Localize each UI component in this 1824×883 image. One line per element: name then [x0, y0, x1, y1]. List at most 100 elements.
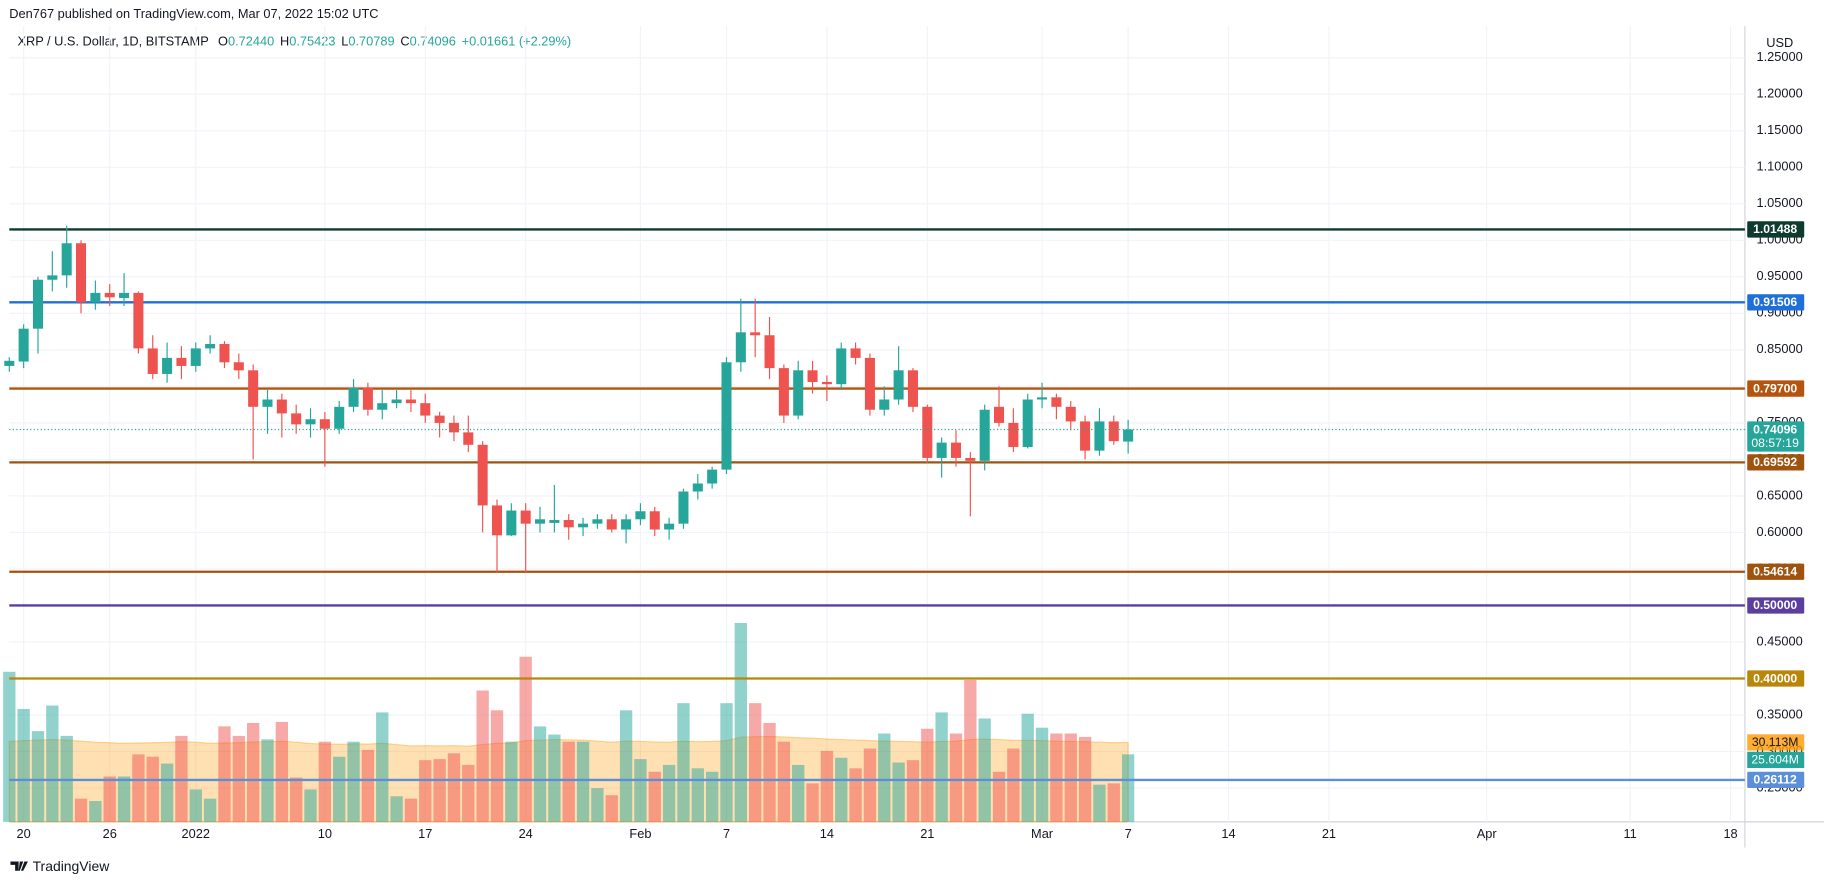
volume-bar — [591, 788, 604, 822]
volume-bar — [806, 783, 819, 822]
candle-body — [377, 403, 388, 410]
volume-bar — [419, 760, 432, 822]
candle-body — [549, 520, 560, 523]
x-tick-label: Mar — [1031, 826, 1054, 841]
volume-bar — [1007, 748, 1020, 822]
volume-bar — [89, 801, 102, 822]
volume-bar — [533, 726, 547, 822]
candle-body — [965, 457, 976, 461]
volume-bar — [1107, 783, 1120, 822]
candle-body — [248, 370, 259, 407]
candle-body — [47, 275, 58, 280]
volume-bar — [290, 777, 303, 822]
legend-value: 0.74096 — [410, 34, 456, 49]
level-label: 0.79700 — [1753, 381, 1797, 395]
legend-key: H — [280, 34, 289, 49]
last-price-label: 0.74096 — [1753, 422, 1797, 436]
volume-label: 25.604M — [1751, 753, 1799, 767]
candle-body — [621, 519, 632, 530]
volume-bar — [1064, 733, 1077, 822]
publisher: Den767 published on TradingView.com, Mar… — [9, 6, 378, 21]
volume-bar — [333, 756, 346, 822]
currency: USD — [1766, 35, 1793, 50]
volume-bar — [648, 771, 661, 822]
candle-body — [477, 444, 488, 506]
volume-bar — [117, 776, 131, 822]
x-tick-label: 26 — [103, 826, 117, 841]
candle-body — [520, 510, 531, 524]
candle-body — [1051, 397, 1062, 407]
legend-value: 0.70789 — [348, 34, 394, 49]
volume-bar — [935, 712, 948, 822]
x-tick-label: Apr — [1477, 826, 1498, 841]
volume-bar — [3, 671, 16, 822]
candle-body — [1094, 421, 1105, 451]
candle-body — [1123, 429, 1134, 442]
candle-body — [750, 332, 761, 336]
level-label: 0.54614 — [1753, 565, 1797, 579]
candle-body — [664, 523, 675, 530]
volume-bar — [160, 763, 174, 822]
last-price-bg — [1747, 421, 1805, 452]
candle-body — [807, 370, 818, 382]
volume-ma-label: 30.113M — [1752, 735, 1799, 749]
candle-body — [119, 292, 130, 299]
volume-bar — [878, 733, 891, 822]
volume-bar — [476, 690, 489, 822]
volume-bar — [361, 749, 375, 822]
candle-body — [535, 519, 546, 524]
volume-bar — [978, 718, 991, 822]
candle-body — [176, 357, 187, 366]
volume-bar — [691, 768, 704, 822]
candle-body — [635, 511, 646, 520]
candle-body — [32, 279, 44, 329]
candle-body — [778, 368, 789, 416]
candle-body — [1065, 406, 1076, 422]
volume-bar — [964, 679, 977, 822]
volume-bar — [949, 733, 963, 822]
candle-body — [162, 357, 173, 374]
level-label: 0.50000 — [1753, 598, 1797, 612]
volume-bar — [634, 759, 647, 822]
volume-bar — [792, 764, 805, 822]
level-label-bg — [1747, 597, 1805, 614]
candle-body — [348, 387, 359, 407]
candle-body — [334, 406, 345, 429]
volume-bar — [404, 798, 418, 822]
level-label-bg — [1747, 670, 1805, 687]
level-label: 0.26112 — [1753, 773, 1797, 787]
symbol-title: XRP / U.S. Dollar, 1D, BITSTAMP — [17, 34, 208, 49]
volume-bar — [921, 728, 934, 822]
volume-bar — [132, 754, 145, 822]
y-tick-label: 0.35000 — [1757, 706, 1803, 721]
candle-body — [864, 357, 875, 410]
volume-bar — [17, 708, 30, 822]
volume-bar — [246, 722, 260, 822]
candle-body — [721, 362, 732, 470]
candle-body — [793, 370, 804, 416]
volume-bar — [992, 771, 1006, 822]
x-tick-label: 7 — [723, 826, 730, 841]
candle-body — [205, 344, 216, 349]
candle-body — [879, 399, 890, 410]
volume-ma-label-bg — [1747, 734, 1805, 751]
candle-body — [76, 243, 87, 303]
x-tick-label: 20 — [17, 826, 31, 841]
volume-label-bg — [1747, 751, 1805, 769]
candle-body — [420, 403, 431, 416]
volume-bar — [318, 741, 332, 822]
volume-bar — [304, 789, 317, 822]
volume-bar — [490, 710, 504, 822]
candle-body — [18, 328, 29, 362]
candle-body — [764, 335, 775, 369]
volume-bar — [906, 760, 920, 822]
x-tick-label: 14 — [820, 826, 834, 841]
y-tick-label: 0.60000 — [1757, 524, 1803, 539]
volume-bar — [734, 622, 748, 822]
volume-bar — [605, 795, 618, 822]
candle-body — [305, 419, 316, 425]
level-label-bg — [1747, 294, 1805, 311]
candle-body — [362, 387, 373, 410]
candle-body — [219, 344, 230, 363]
